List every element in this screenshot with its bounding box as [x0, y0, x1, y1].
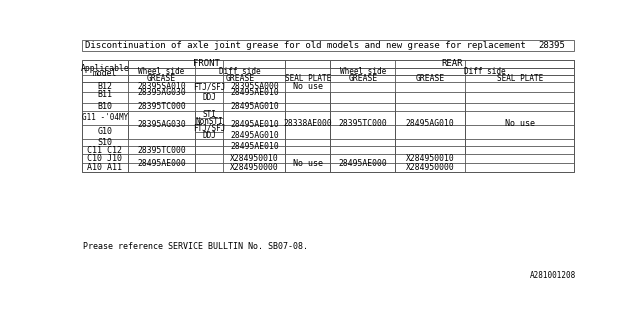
Text: Discontinuation of axle joint grease for old models and new grease for replaceme: Discontinuation of axle joint grease for…: [84, 41, 525, 50]
Text: 28495AG010: 28495AG010: [230, 131, 279, 140]
Text: X284950010: X284950010: [230, 154, 279, 163]
Text: FTJ/SFJ: FTJ/SFJ: [193, 83, 225, 92]
Bar: [396, 68, 575, 75]
Text: GREASE: GREASE: [415, 74, 445, 83]
Text: 28395TC000: 28395TC000: [137, 146, 186, 155]
Text: GREASE: GREASE: [225, 74, 255, 83]
Text: FRONT: FRONT: [193, 59, 220, 68]
Bar: [128, 68, 195, 75]
Text: 28338AE000: 28338AE000: [284, 119, 332, 128]
Text: 28395TC000: 28395TC000: [137, 102, 186, 111]
Text: model: model: [93, 69, 117, 78]
Text: GREASE: GREASE: [147, 74, 176, 83]
Text: GREASE: GREASE: [348, 74, 378, 83]
Text: 28495AE010: 28495AE010: [230, 142, 279, 151]
Text: DDJ: DDJ: [202, 93, 216, 102]
Bar: [285, 154, 330, 172]
Bar: [81, 60, 128, 82]
Text: 28395AG030: 28395AG030: [137, 88, 186, 97]
Text: B12: B12: [97, 83, 112, 92]
Text: NonSTI: NonSTI: [195, 117, 223, 126]
Text: B11: B11: [97, 90, 112, 99]
Text: 28495AG010: 28495AG010: [230, 102, 279, 111]
Bar: [81, 60, 575, 172]
Text: No use: No use: [293, 159, 323, 168]
Bar: [330, 154, 396, 172]
Bar: [81, 40, 575, 51]
Text: X284950010: X284950010: [406, 154, 454, 163]
Bar: [285, 92, 330, 154]
Bar: [330, 92, 396, 154]
Text: Wheel side: Wheel side: [340, 67, 386, 76]
Bar: [128, 154, 195, 172]
Text: X284950000: X284950000: [230, 163, 279, 172]
Text: No use: No use: [293, 83, 323, 92]
Text: SEAL PLATE: SEAL PLATE: [285, 74, 331, 83]
Bar: [223, 139, 285, 154]
Text: 28495AG010: 28495AG010: [406, 119, 454, 128]
Text: STI: STI: [202, 110, 216, 119]
Text: 28395SA010: 28395SA010: [137, 83, 186, 92]
Text: FTJ/SFJ: FTJ/SFJ: [193, 124, 225, 132]
Bar: [330, 60, 575, 68]
Text: A281001208: A281001208: [529, 271, 576, 280]
Text: 28395SA000: 28395SA000: [230, 83, 279, 92]
Text: S10: S10: [97, 138, 112, 147]
Text: 28495AE010: 28495AE010: [230, 120, 279, 129]
Text: X284950000: X284950000: [406, 163, 454, 172]
Bar: [223, 118, 285, 132]
Text: Prease reference SERVICE BULLTIN No. SB07-08.: Prease reference SERVICE BULLTIN No. SB0…: [83, 242, 308, 251]
Text: C11 C12: C11 C12: [87, 146, 122, 155]
Bar: [396, 92, 465, 154]
Text: 28395TC000: 28395TC000: [339, 119, 387, 128]
Text: 28395AG030: 28395AG030: [137, 120, 186, 129]
Bar: [195, 68, 285, 75]
Text: G10: G10: [97, 127, 112, 136]
Text: 28395: 28395: [539, 41, 566, 50]
Text: SEAL PLATE: SEAL PLATE: [497, 74, 543, 83]
Text: No use: No use: [505, 119, 535, 128]
Bar: [465, 92, 575, 154]
Text: Diff side: Diff side: [464, 67, 506, 76]
Text: DDJ: DDJ: [202, 131, 216, 140]
Text: Wheel side: Wheel side: [138, 67, 184, 76]
Text: A10 A11: A10 A11: [87, 163, 122, 172]
Bar: [128, 111, 195, 139]
Text: C10 J10: C10 J10: [87, 154, 122, 163]
Text: G11 -'04MY: G11 -'04MY: [82, 113, 128, 122]
Text: 28495AE000: 28495AE000: [137, 159, 186, 168]
Bar: [128, 60, 285, 68]
Text: Applicable: Applicable: [81, 64, 129, 73]
Text: B10: B10: [97, 102, 112, 111]
Text: 28495AE000: 28495AE000: [339, 159, 387, 168]
Text: Diff side: Diff side: [220, 67, 261, 76]
Bar: [195, 139, 223, 154]
Text: REAR: REAR: [442, 59, 463, 68]
Bar: [330, 68, 396, 75]
Text: 28495AE010: 28495AE010: [230, 88, 279, 97]
